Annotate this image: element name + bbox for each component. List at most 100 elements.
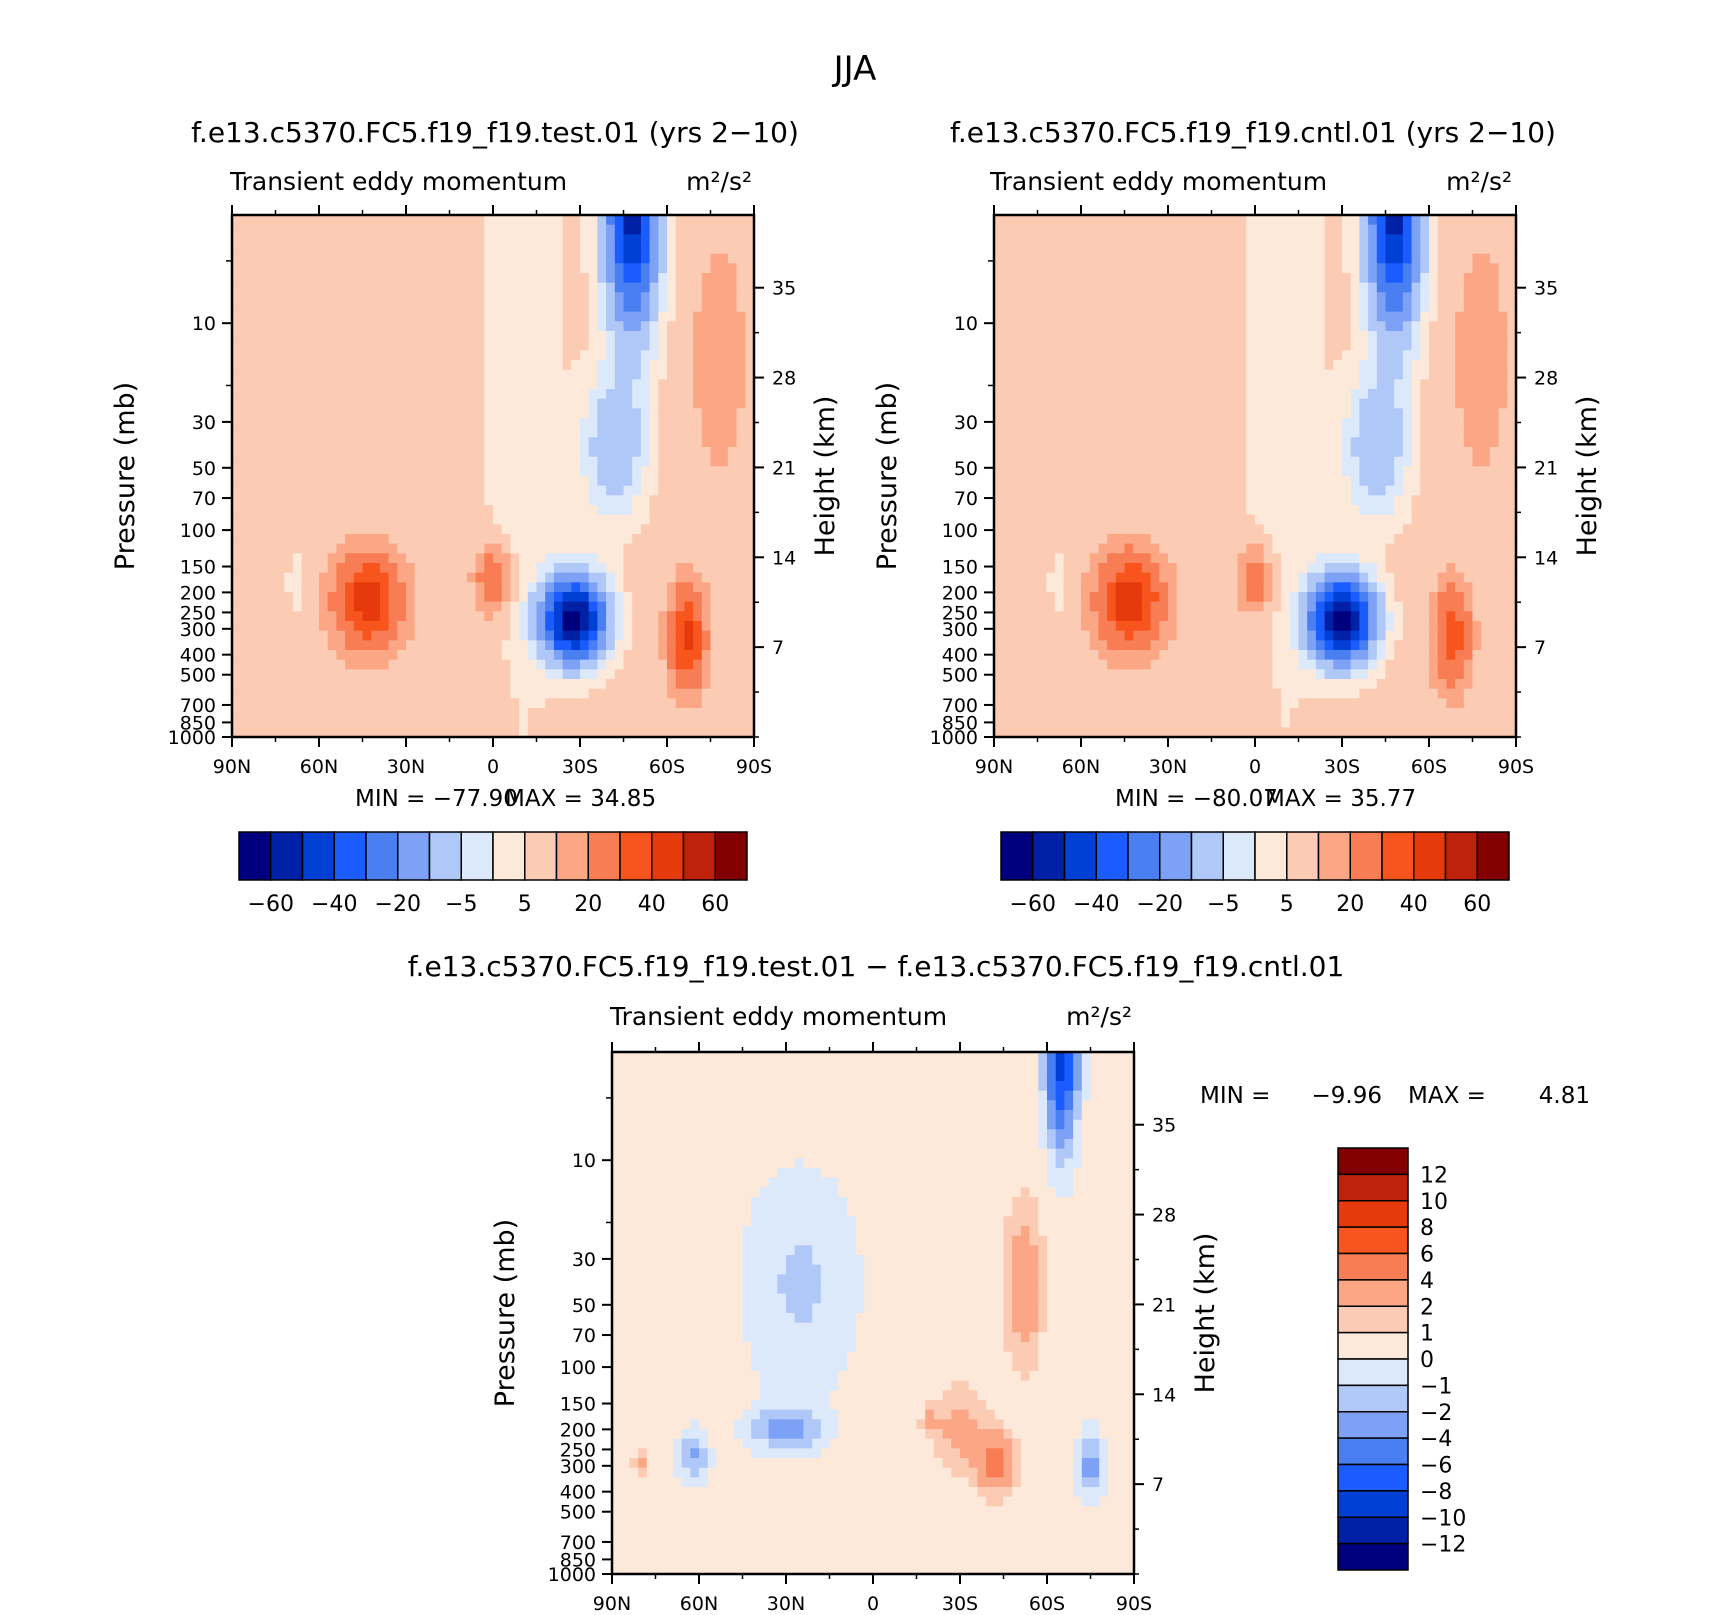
contour-cell: [293, 254, 302, 264]
contour-cell: [1316, 457, 1325, 467]
contour-cell: [441, 650, 450, 660]
contour-cell: [1229, 428, 1238, 438]
contour-cell: [423, 302, 432, 312]
contour-cell: [484, 573, 493, 583]
contour-cell: [624, 292, 633, 302]
contour-cell: [258, 457, 267, 467]
contour-cell: [458, 679, 467, 689]
contour-cell: [1194, 283, 1203, 293]
contour-cell: [249, 370, 258, 380]
contour-cell: [249, 718, 258, 728]
contour-cell: [545, 379, 554, 389]
contour-cell: [615, 524, 624, 534]
contour-cell: [545, 582, 554, 592]
contour-cell: [423, 263, 432, 273]
contour-cell: [684, 389, 693, 399]
contour-cell: [641, 215, 650, 225]
contour-cell: [580, 505, 589, 515]
contour-cell: [328, 244, 337, 254]
contour-cell: [484, 457, 493, 467]
contour-cell: [293, 283, 302, 293]
contour-cell: [510, 457, 519, 467]
contour-cell: [1116, 321, 1125, 331]
contour-cell: [519, 215, 528, 225]
contour-cell: [650, 534, 659, 544]
contour-cell: [1107, 428, 1116, 438]
contour-cell: [284, 486, 293, 496]
contour-cell: [1220, 370, 1229, 380]
contour-cell: [363, 254, 372, 264]
contour-cell: [737, 553, 746, 563]
contour-cell: [328, 640, 337, 650]
contour-cell: [493, 679, 502, 689]
contour-cell: [328, 611, 337, 621]
contour-cell: [1403, 408, 1412, 418]
contour-cell: [328, 379, 337, 389]
contour-cell: [702, 428, 711, 438]
contour-cell: [249, 631, 258, 641]
contour-cell: [1020, 360, 1029, 370]
contour-cell: [354, 524, 363, 534]
contour-cell: [624, 263, 633, 273]
contour-cell: [702, 292, 711, 302]
contour-cell: [693, 698, 702, 708]
contour-cell: [276, 234, 285, 244]
contour-cell: [476, 292, 485, 302]
contour-cell: [658, 602, 667, 612]
contour-cell: [1046, 350, 1055, 360]
contour-cell: [737, 476, 746, 486]
contour-cell: [1412, 273, 1421, 283]
contour-cell: [1098, 263, 1107, 273]
contour-cell: [450, 563, 459, 573]
contour-cell: [676, 457, 685, 467]
contour-cell: [563, 679, 572, 689]
contour-cell: [667, 457, 676, 467]
contour-cell: [1038, 254, 1047, 264]
contour-cell: [441, 534, 450, 544]
contour-cell: [406, 254, 415, 264]
contour-cell: [476, 602, 485, 612]
contour-cell: [1412, 234, 1421, 244]
contour-cell: [484, 495, 493, 505]
contour-cell: [450, 476, 459, 486]
contour-cell: [432, 215, 441, 225]
contour-cell: [1272, 292, 1281, 302]
contour-cell: [354, 408, 363, 418]
contour-cell: [1333, 428, 1342, 438]
contour-cell: [450, 553, 459, 563]
contour-cell: [658, 360, 667, 370]
contour-cell: [719, 689, 728, 699]
contour-cell: [1072, 215, 1081, 225]
contour-cell: [1194, 254, 1203, 264]
contour-cell: [615, 234, 624, 244]
contour-cell: [1325, 254, 1334, 264]
contour-cell: [276, 244, 285, 254]
contour-cell: [554, 476, 563, 486]
contour-cell: [1473, 302, 1482, 312]
contour-cell: [363, 669, 372, 679]
contour-cell: [450, 515, 459, 525]
contour-cell: [363, 466, 372, 476]
contour-cell: [1029, 447, 1038, 457]
contour-cell: [363, 582, 372, 592]
contour-cell: [363, 350, 372, 360]
contour-cell: [684, 708, 693, 718]
contour-cell: [1368, 215, 1377, 225]
contour-cell: [571, 283, 580, 293]
contour-cell: [606, 428, 615, 438]
contour-cell: [1081, 399, 1090, 409]
contour-cell: [502, 573, 511, 583]
contour-row: [232, 679, 755, 689]
contour-cell: [711, 611, 720, 621]
contour-cell: [1011, 331, 1020, 341]
contour-cell: [537, 553, 546, 563]
contour-cell: [284, 650, 293, 660]
contour-cell: [1072, 234, 1081, 244]
contour-cell: [1307, 428, 1316, 438]
contour-cell: [1125, 234, 1134, 244]
contour-cell: [658, 640, 667, 650]
lat-tick-label: 90N: [213, 756, 251, 778]
contour-cell: [441, 331, 450, 341]
contour-cell: [293, 418, 302, 428]
contour-cell: [1490, 234, 1499, 244]
